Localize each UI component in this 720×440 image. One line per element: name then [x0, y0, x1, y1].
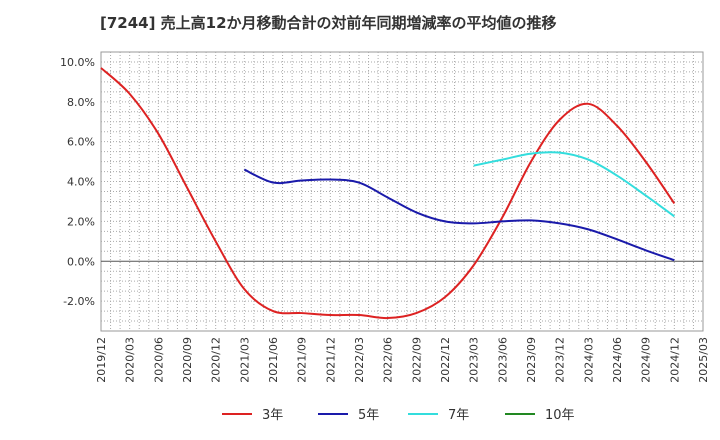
x-tick-label: 2024/06 [611, 337, 624, 383]
legend-label-3: 7年 [448, 408, 469, 423]
series-line-2 [243, 168, 675, 262]
x-tick-label: 2022/12 [439, 337, 452, 383]
x-tick-label: 2019/12 [95, 337, 108, 383]
x-tick-label: 2023/06 [496, 337, 509, 383]
x-tick-label: 2024/09 [640, 337, 653, 383]
x-tick-label: 2020/06 [152, 337, 165, 383]
legend-label-1: 3年 [262, 408, 283, 423]
x-tick-label: 2025/03 [697, 337, 710, 383]
x-tick-label: 2021/09 [296, 337, 309, 383]
x-tick-label: 2021/03 [238, 337, 251, 383]
series-line-1 [100, 67, 676, 320]
x-tick-label: 2022/03 [353, 337, 366, 383]
series-line-3 [473, 151, 675, 218]
x-tick-label: 2021/12 [324, 337, 337, 383]
x-tick-label: 2020/03 [124, 337, 137, 383]
x-tick-label: 2020/12 [210, 337, 223, 383]
x-tick-label: 2024/03 [582, 337, 595, 383]
chart-title: [7244] 売上高12か月移動合計の対前年同期増減率の平均値の推移 [100, 14, 557, 32]
x-tick-label: 2023/09 [525, 337, 538, 383]
x-tick-label: 2020/09 [181, 337, 194, 383]
y-tick-label: 10.0% [60, 56, 95, 69]
x-tick-label: 2023/12 [554, 337, 567, 383]
x-tick-label: 2022/06 [382, 337, 395, 383]
x-tick-label: 2021/06 [267, 337, 280, 383]
x-tick-label: 2022/09 [410, 337, 423, 383]
legend-label-4: 10年 [545, 408, 575, 423]
y-tick-label: -2.0% [63, 295, 95, 308]
x-tick-label: 2023/03 [468, 337, 481, 383]
legend-label-2: 5年 [358, 408, 379, 423]
y-tick-label: 8.0% [67, 96, 95, 109]
y-tick-label: 4.0% [67, 176, 95, 189]
y-tick-label: 0.0% [67, 255, 95, 268]
y-tick-label: 6.0% [67, 136, 95, 149]
x-tick-label: 2024/12 [668, 337, 681, 383]
y-tick-label: 2.0% [67, 215, 95, 228]
